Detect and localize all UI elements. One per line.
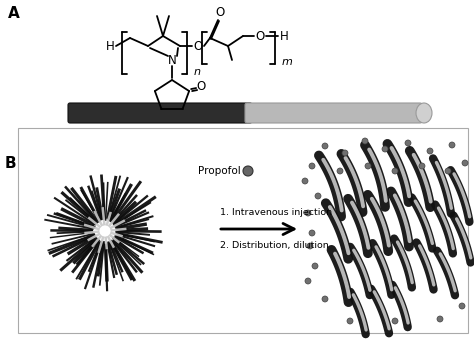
Text: N: N: [168, 55, 176, 68]
Text: O: O: [215, 5, 225, 18]
Text: O: O: [255, 30, 264, 43]
Text: Propofol =: Propofol =: [198, 166, 256, 176]
FancyBboxPatch shape: [245, 103, 422, 123]
Text: 1. Intravenous injection: 1. Intravenous injection: [220, 208, 332, 217]
Ellipse shape: [462, 160, 468, 166]
Ellipse shape: [419, 163, 425, 169]
Ellipse shape: [449, 142, 455, 148]
Text: n: n: [194, 67, 201, 77]
Ellipse shape: [315, 193, 321, 199]
Ellipse shape: [342, 150, 348, 156]
Ellipse shape: [309, 163, 315, 169]
Ellipse shape: [309, 230, 315, 236]
Text: H: H: [106, 40, 114, 53]
Text: m: m: [282, 57, 293, 67]
Ellipse shape: [302, 178, 308, 184]
Ellipse shape: [347, 318, 353, 324]
Ellipse shape: [322, 143, 328, 149]
Ellipse shape: [312, 263, 318, 269]
Ellipse shape: [322, 296, 328, 302]
Ellipse shape: [437, 316, 443, 322]
Ellipse shape: [365, 163, 371, 169]
Ellipse shape: [427, 148, 433, 154]
Ellipse shape: [416, 103, 432, 123]
Text: O: O: [197, 79, 206, 92]
Ellipse shape: [243, 166, 253, 176]
Ellipse shape: [305, 210, 311, 216]
FancyBboxPatch shape: [18, 128, 468, 333]
Ellipse shape: [337, 168, 343, 174]
FancyBboxPatch shape: [68, 103, 252, 123]
Ellipse shape: [392, 168, 398, 174]
Ellipse shape: [382, 146, 388, 152]
Ellipse shape: [305, 278, 311, 284]
Text: B: B: [5, 156, 17, 171]
Ellipse shape: [392, 318, 398, 324]
Ellipse shape: [307, 243, 313, 249]
Ellipse shape: [445, 168, 451, 174]
Ellipse shape: [405, 140, 411, 146]
Text: O: O: [193, 40, 202, 53]
Text: H: H: [280, 30, 288, 43]
Text: 2. Distribution, dilution: 2. Distribution, dilution: [220, 241, 329, 250]
Ellipse shape: [99, 225, 111, 237]
Ellipse shape: [362, 138, 368, 144]
FancyArrowPatch shape: [221, 223, 294, 235]
Ellipse shape: [459, 303, 465, 309]
Text: A: A: [8, 6, 20, 21]
